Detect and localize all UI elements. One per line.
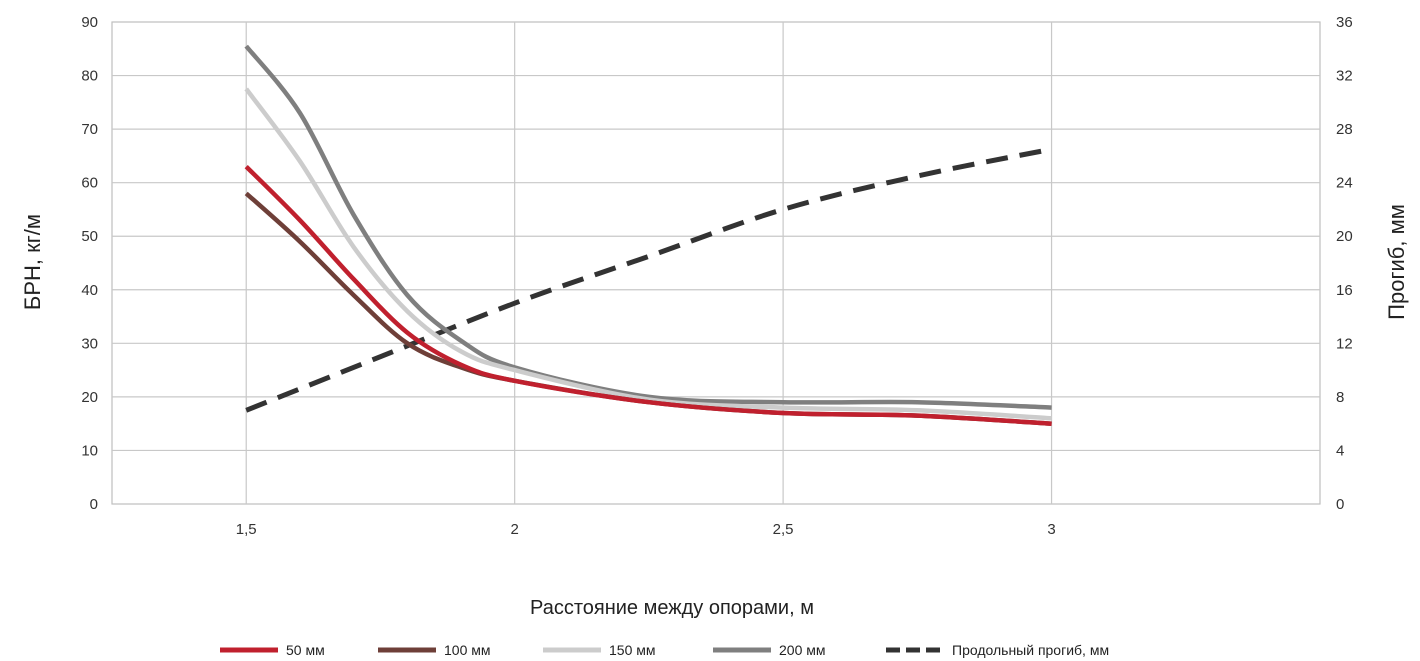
y-left-tick-label: 0 <box>90 496 98 513</box>
y-axis-right-title: Прогиб, мм <box>1384 204 1409 320</box>
y-right-tick-label: 0 <box>1336 496 1344 513</box>
legend: 50 мм 100 мм 150 мм 200 мм Продольный прогиб… <box>220 642 1109 658</box>
x-axis-title: Расстояние между опорами, м <box>530 597 814 619</box>
y-left-tick-label: 40 <box>81 282 98 299</box>
y-right-tick-label: 16 <box>1336 282 1353 299</box>
y-axis-left-title: БРН, кг/м <box>20 214 45 310</box>
x-tick-label: 1,5 <box>236 521 257 538</box>
y-right-tick-label: 32 <box>1336 68 1353 85</box>
x-tick-label: 2,5 <box>773 521 794 538</box>
y-left-tick-label: 90 <box>81 14 98 31</box>
series-line-4 <box>246 46 1051 408</box>
y-right-tick-label: 20 <box>1336 228 1353 245</box>
y-right-tick-label: 24 <box>1336 175 1353 192</box>
y-right-tick-label: 36 <box>1336 14 1353 31</box>
series-line-1 <box>246 167 1051 424</box>
legend-label: 150 мм <box>609 642 656 658</box>
legend-label: 50 мм <box>286 642 325 658</box>
x-tick-label: 3 <box>1047 521 1055 538</box>
legend-label: 100 мм <box>444 642 491 658</box>
plot-border <box>112 22 1320 504</box>
x-tick-label: 2 <box>510 521 518 538</box>
y-right-tick-label: 28 <box>1336 121 1353 138</box>
legend-label: 200 мм <box>779 642 826 658</box>
plot-area <box>246 46 1051 424</box>
series-line-2 <box>246 193 1051 423</box>
y-left-tick-label: 20 <box>81 389 98 406</box>
legend-label: Продольный прогиб, мм <box>952 642 1109 658</box>
y-left-tick-label: 60 <box>81 175 98 192</box>
y-left-tick-label: 30 <box>81 335 98 352</box>
series-line-3 <box>246 89 1051 418</box>
y-left-tick-label: 80 <box>81 68 98 85</box>
y-right-tick-label: 4 <box>1336 442 1344 459</box>
y-right-tick-label: 8 <box>1336 389 1344 406</box>
grid <box>112 22 1320 504</box>
y-left-tick-label: 70 <box>81 121 98 138</box>
y-left-tick-label: 10 <box>81 442 98 459</box>
y-left-tick-label: 50 <box>81 228 98 245</box>
y-right-tick-label: 12 <box>1336 335 1353 352</box>
series-line-5 <box>246 149 1051 410</box>
